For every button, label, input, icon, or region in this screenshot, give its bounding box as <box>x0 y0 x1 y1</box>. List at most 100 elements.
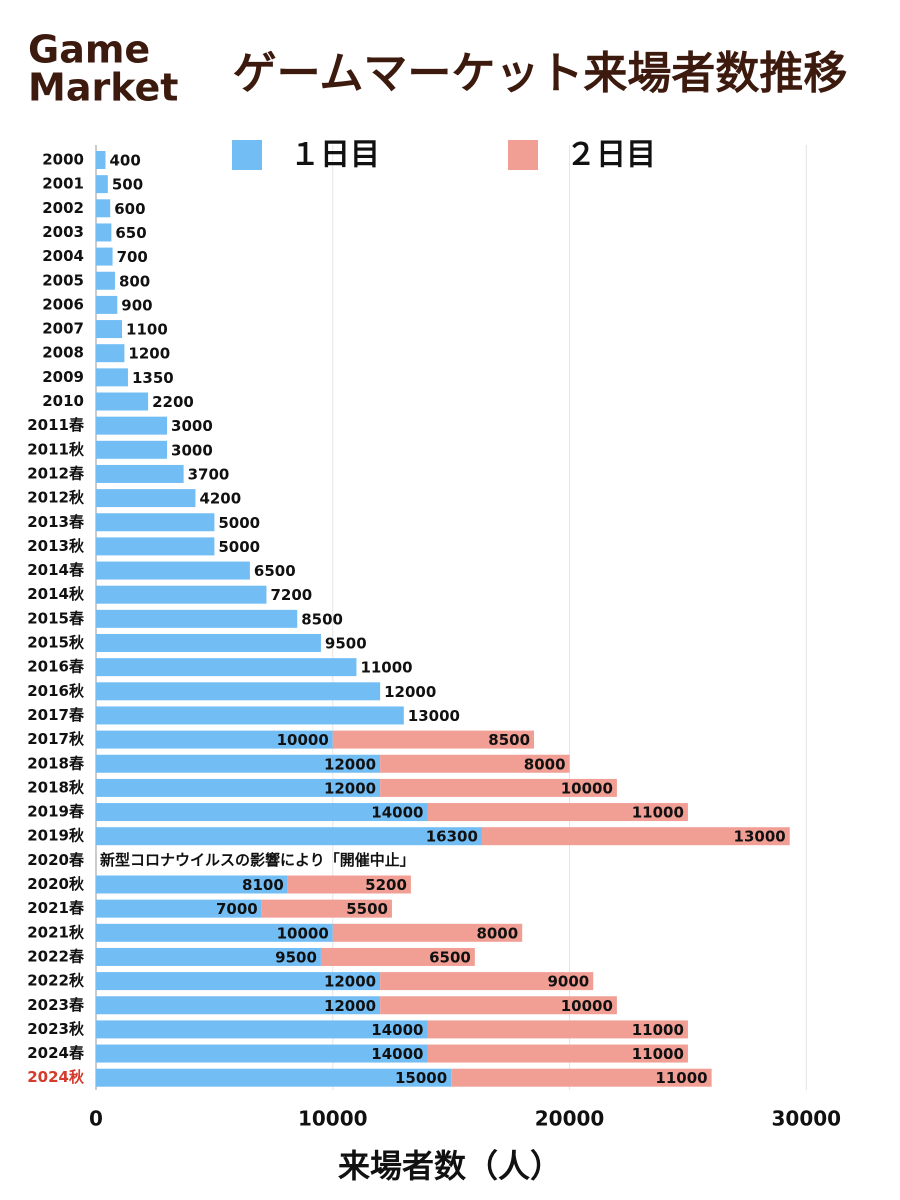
bar <box>380 996 617 1015</box>
value-label: 9500 <box>325 635 367 653</box>
value-label: 7000 <box>216 900 258 918</box>
y-tick-label: 2019秋 <box>27 827 85 845</box>
value-label: 12000 <box>324 755 376 773</box>
y-tick-label: 2013春 <box>27 513 84 531</box>
value-label: 8500 <box>488 731 530 749</box>
legend-swatch <box>508 140 538 170</box>
value-label: 900 <box>121 296 152 314</box>
annotation: 新型コロナウイルスの影響により「開催中止」 <box>100 851 415 869</box>
bar <box>96 247 113 266</box>
y-tick-label: 2002 <box>42 199 84 217</box>
value-label: 16300 <box>426 828 478 846</box>
bar <box>96 778 381 797</box>
value-label: 700 <box>117 248 148 266</box>
value-label: 3000 <box>171 417 213 435</box>
y-tick-label: 2000 <box>42 151 84 169</box>
value-label: 10000 <box>277 731 329 749</box>
y-tick-label: 2006 <box>42 295 84 313</box>
bar <box>96 464 184 483</box>
bar <box>96 803 428 822</box>
bar <box>96 996 381 1015</box>
y-tick-label: 2009 <box>42 368 84 386</box>
bar <box>380 778 617 797</box>
bar <box>96 634 321 652</box>
value-label: 500 <box>112 176 143 194</box>
value-label: 13000 <box>734 828 786 846</box>
y-tick-label: 2019春 <box>27 803 84 821</box>
bar <box>96 730 333 749</box>
bar <box>96 561 250 580</box>
bar <box>320 947 475 966</box>
y-tick-label: 2018秋 <box>27 778 85 796</box>
bar <box>96 972 381 991</box>
bar <box>96 151 106 169</box>
bar <box>96 1020 428 1039</box>
x-tick-label: 20000 <box>535 1107 605 1131</box>
value-label: 6500 <box>254 562 296 580</box>
bar <box>96 271 115 290</box>
value-label: 1200 <box>128 345 170 363</box>
bar <box>96 754 381 773</box>
value-label: 1350 <box>132 369 174 387</box>
bar <box>96 658 357 677</box>
value-label: 4200 <box>199 490 241 508</box>
y-tick-label: 2004 <box>42 247 84 265</box>
y-tick-label: 2014春 <box>27 561 84 579</box>
y-tick-label: 2021秋 <box>27 923 85 941</box>
y-tick-label: 2011春 <box>27 416 84 434</box>
value-label: 13000 <box>408 707 460 725</box>
y-tick-label: 2018春 <box>27 754 84 772</box>
bar <box>481 827 790 846</box>
y-tick-label: 2022春 <box>27 947 84 965</box>
y-tick-label: 2021春 <box>27 899 84 917</box>
value-label: 3000 <box>171 441 213 459</box>
bar <box>96 199 111 218</box>
value-label: 8500 <box>301 610 343 628</box>
logo-line: Game <box>28 28 150 72</box>
bar <box>96 223 112 242</box>
value-label: 11000 <box>632 804 684 822</box>
value-label: 400 <box>109 152 140 170</box>
x-tick-label: 30000 <box>772 1107 842 1131</box>
legend-label: １日目 <box>290 138 380 173</box>
value-label: 8000 <box>524 755 566 773</box>
value-label: 12000 <box>384 683 436 701</box>
x-tick-label: 0 <box>89 1107 103 1131</box>
bar <box>96 489 196 508</box>
bar <box>380 972 594 991</box>
value-label: 14000 <box>371 804 423 822</box>
value-label: 2200 <box>152 393 194 411</box>
y-tick-label: 2017春 <box>27 706 84 724</box>
legend-swatch <box>232 140 262 170</box>
logo-line: Market <box>28 66 178 110</box>
bar <box>96 513 215 532</box>
y-tick-label: 2011秋 <box>27 440 85 458</box>
bar <box>96 682 381 701</box>
y-tick-label: 2013秋 <box>27 537 85 555</box>
bar <box>96 175 108 194</box>
value-label: 15000 <box>395 1069 447 1087</box>
y-tick-label: 2003 <box>42 223 84 241</box>
value-label: 5000 <box>218 538 260 556</box>
value-label: 8100 <box>242 876 284 894</box>
bar <box>96 440 168 459</box>
y-tick-label: 2016春 <box>27 658 84 676</box>
value-label: 8000 <box>476 924 518 942</box>
y-tick-label: 2001 <box>42 175 84 193</box>
value-label: 600 <box>114 200 145 218</box>
y-tick-label: 2020秋 <box>27 875 85 893</box>
bar <box>96 899 262 918</box>
chart-title: ゲームマーケット来場者数推移 <box>233 48 848 99</box>
value-label: 3700 <box>188 465 230 483</box>
y-tick-label: 2020春 <box>27 851 84 869</box>
value-label: 5000 <box>218 514 260 532</box>
bar <box>96 295 118 314</box>
bar <box>332 730 535 749</box>
bar <box>96 344 125 363</box>
bar <box>332 923 523 942</box>
y-tick-label: 2012春 <box>27 464 84 482</box>
y-tick-label: 2024秋 <box>27 1068 85 1086</box>
y-tick-label: 2014秋 <box>27 585 85 603</box>
x-axis-title: 来場者数（人） <box>338 1147 562 1185</box>
